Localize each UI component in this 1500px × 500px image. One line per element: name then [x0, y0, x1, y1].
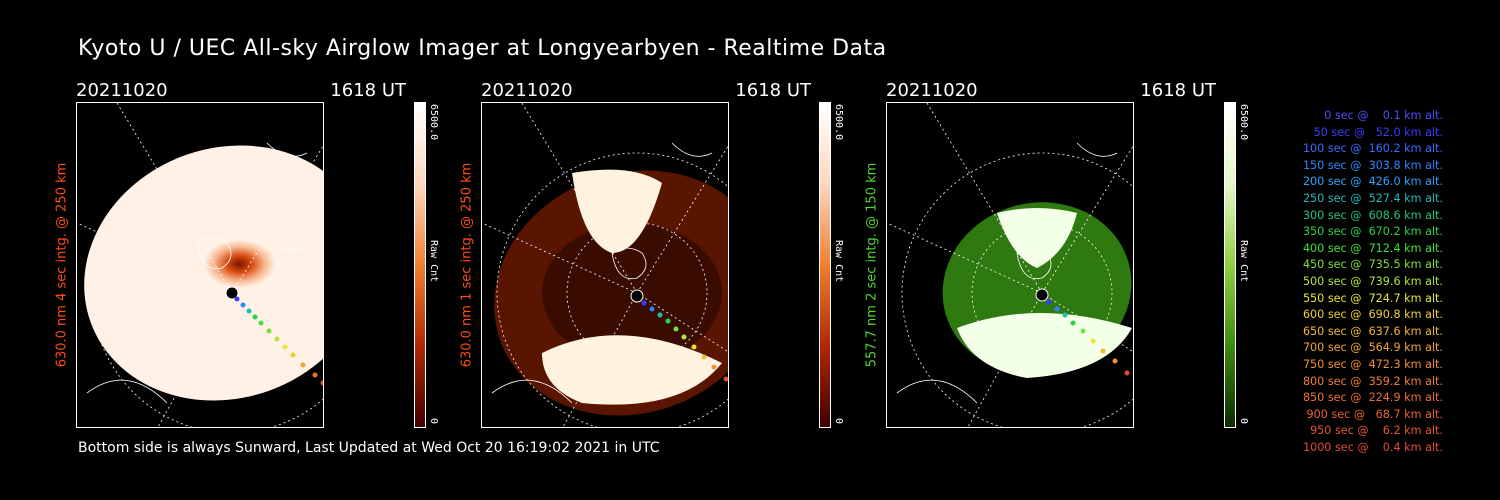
- legend-item: 200 sec @ 426.0 km alt.: [1302, 175, 1443, 189]
- panel-time: 1618 UT: [1140, 80, 1216, 101]
- panel-wavelength-label: 630.0 nm 1 sec intg. @ 250 km: [459, 162, 475, 368]
- colorbar-min: 0: [1238, 418, 1249, 425]
- legend-item: 600 sec @ 690.8 km alt.: [1302, 308, 1443, 322]
- trajectory-legend: 0 sec @ 0.1 km alt. 50 sec @ 52.0 km alt.…: [1268, 108, 1443, 456]
- sky-image: [76, 102, 324, 428]
- legend-item: 300 sec @ 608.6 km alt.: [1302, 208, 1443, 222]
- colorbar-max: 6500.0: [428, 104, 439, 141]
- panel-time: 1618 UT: [735, 80, 811, 101]
- legend-item: 350 sec @ 670.2 km alt.: [1302, 225, 1443, 239]
- airglow-panel-2: 20211020 1618 UT 630.0 nm 1 sec intg. @ …: [460, 80, 851, 430]
- colorbar-label: Raw Cnt: [1238, 240, 1249, 283]
- sky-image: [886, 102, 1134, 428]
- colorbar-min: 0: [833, 418, 844, 425]
- legend-item: 950 sec @ 6.2 km alt.: [1310, 424, 1443, 438]
- panel-date: 20211020: [886, 80, 978, 101]
- legend-item: 900 sec @ 68.7 km alt.: [1306, 407, 1444, 421]
- legend-item: 700 sec @ 564.9 km alt.: [1302, 341, 1443, 355]
- legend-item: 750 sec @ 472.3 km alt.: [1302, 357, 1443, 371]
- trajectory-dots: [234, 296, 323, 386]
- legend-item: 250 sec @ 527.4 km alt.: [1302, 191, 1443, 205]
- trajectory-dots: [1046, 299, 1130, 376]
- colorbar-min: 0: [428, 418, 439, 425]
- legend-item: 150 sec @ 303.8 km alt.: [1302, 158, 1443, 172]
- panel-date: 20211020: [481, 80, 573, 101]
- airglow-panel-1: 20211020 1618 UT 630.0 nm 4 sec intg. @ …: [55, 80, 446, 430]
- legend-item: 100 sec @ 160.2 km alt.: [1302, 142, 1443, 156]
- legend-item: 850 sec @ 224.9 km alt.: [1302, 391, 1443, 405]
- legend-item: 400 sec @ 712.4 km alt.: [1302, 241, 1443, 255]
- panel-wavelength-label: 630.0 nm 4 sec intg. @ 250 km: [54, 162, 70, 368]
- colorbar: [414, 102, 426, 428]
- page-title: Kyoto U / UEC All-sky Airglow Imager at …: [78, 36, 887, 61]
- colorbar-label: Raw Cnt: [428, 240, 439, 283]
- trajectory-dots: [641, 300, 728, 382]
- colorbar-max: 6500.0: [833, 104, 844, 141]
- legend-item: 0 sec @ 0.1 km alt.: [1324, 109, 1443, 122]
- legend-item: 800 sec @ 359.2 km alt.: [1302, 374, 1443, 388]
- colorbar: [819, 102, 831, 428]
- legend-item: 50 sec @ 52.0 km alt.: [1313, 125, 1443, 139]
- legend-item: 450 sec @ 735.5 km alt.: [1302, 258, 1443, 272]
- legend-item: 650 sec @ 637.6 km alt.: [1302, 324, 1443, 338]
- colorbar-max: 6500.0: [1238, 104, 1249, 141]
- panel-date: 20211020: [76, 80, 168, 101]
- footer-note: Bottom side is always Sunward, Last Upda…: [78, 440, 660, 456]
- panel-time: 1618 UT: [330, 80, 406, 101]
- panel-wavelength-label: 557.7 nm 2 sec intg. @ 150 km: [864, 162, 880, 368]
- colorbar-label: Raw Cnt: [833, 240, 844, 283]
- legend-item: 1000 sec @ 0.4 km alt.: [1302, 440, 1443, 454]
- airglow-panel-3: 20211020 1618 UT 557.7 nm 2 sec intg. @ …: [865, 80, 1256, 430]
- sky-image: [481, 102, 729, 428]
- colorbar: [1224, 102, 1236, 428]
- legend-item: 550 sec @ 724.7 km alt.: [1302, 291, 1443, 305]
- legend-item: 500 sec @ 739.6 km alt.: [1302, 274, 1443, 288]
